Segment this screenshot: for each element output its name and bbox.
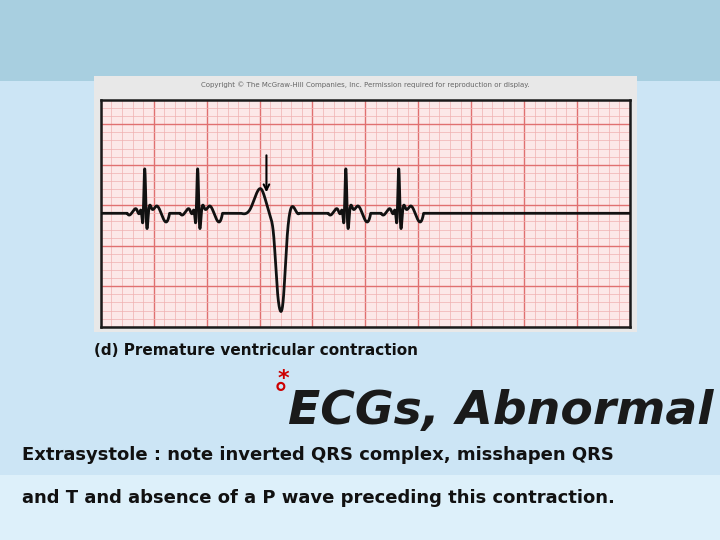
Bar (0, 475, 720, 540)
Text: Extrasystole : note inverted QRS complex, misshapen QRS: Extrasystole : note inverted QRS complex… (22, 446, 613, 463)
Text: and T and absence of a P wave preceding this contraction.: and T and absence of a P wave preceding … (22, 489, 614, 507)
Text: Copyright © The McGraw-Hill Companies, Inc. Permission required for reproduction: Copyright © The McGraw-Hill Companies, I… (201, 81, 530, 87)
Text: (d) Premature ventricular contraction: (d) Premature ventricular contraction (94, 343, 418, 358)
Text: °: ° (274, 381, 287, 409)
Bar (94, 76, 637, 332)
Text: ECGs, Abnormal: ECGs, Abnormal (288, 389, 714, 434)
Bar (0, 0, 720, 81)
Text: *: * (277, 369, 289, 389)
